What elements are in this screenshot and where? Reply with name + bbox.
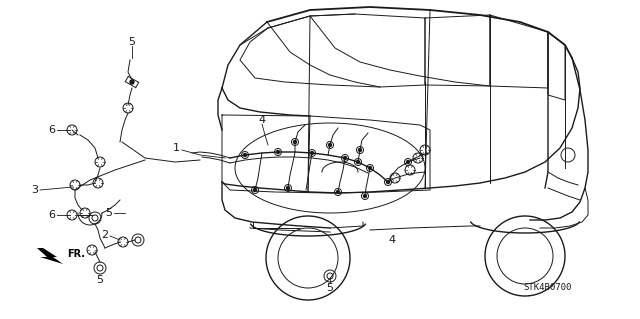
Circle shape <box>337 190 339 194</box>
Text: 6: 6 <box>48 210 55 220</box>
Circle shape <box>294 140 296 144</box>
Text: 1: 1 <box>173 143 180 153</box>
Circle shape <box>369 167 371 169</box>
Text: FR.: FR. <box>67 249 85 259</box>
Circle shape <box>364 195 367 197</box>
Text: STK4B0700: STK4B0700 <box>524 283 572 292</box>
Circle shape <box>344 157 346 160</box>
Text: 4: 4 <box>259 115 266 125</box>
Circle shape <box>243 153 246 157</box>
Text: 5: 5 <box>129 37 136 47</box>
Circle shape <box>356 160 360 164</box>
Text: 5: 5 <box>105 208 112 218</box>
Circle shape <box>130 80 134 84</box>
Text: 4: 4 <box>388 235 396 245</box>
Circle shape <box>253 189 257 191</box>
Circle shape <box>287 187 289 189</box>
Text: 6: 6 <box>48 125 55 135</box>
Circle shape <box>328 144 332 146</box>
Text: 2: 2 <box>101 230 108 240</box>
Circle shape <box>276 151 280 153</box>
Circle shape <box>358 149 362 152</box>
Circle shape <box>310 152 314 154</box>
Polygon shape <box>37 248 63 264</box>
Circle shape <box>387 181 390 183</box>
Text: 5: 5 <box>97 275 104 285</box>
Text: 5: 5 <box>326 283 333 293</box>
Circle shape <box>406 160 410 164</box>
Text: 3: 3 <box>31 185 38 195</box>
